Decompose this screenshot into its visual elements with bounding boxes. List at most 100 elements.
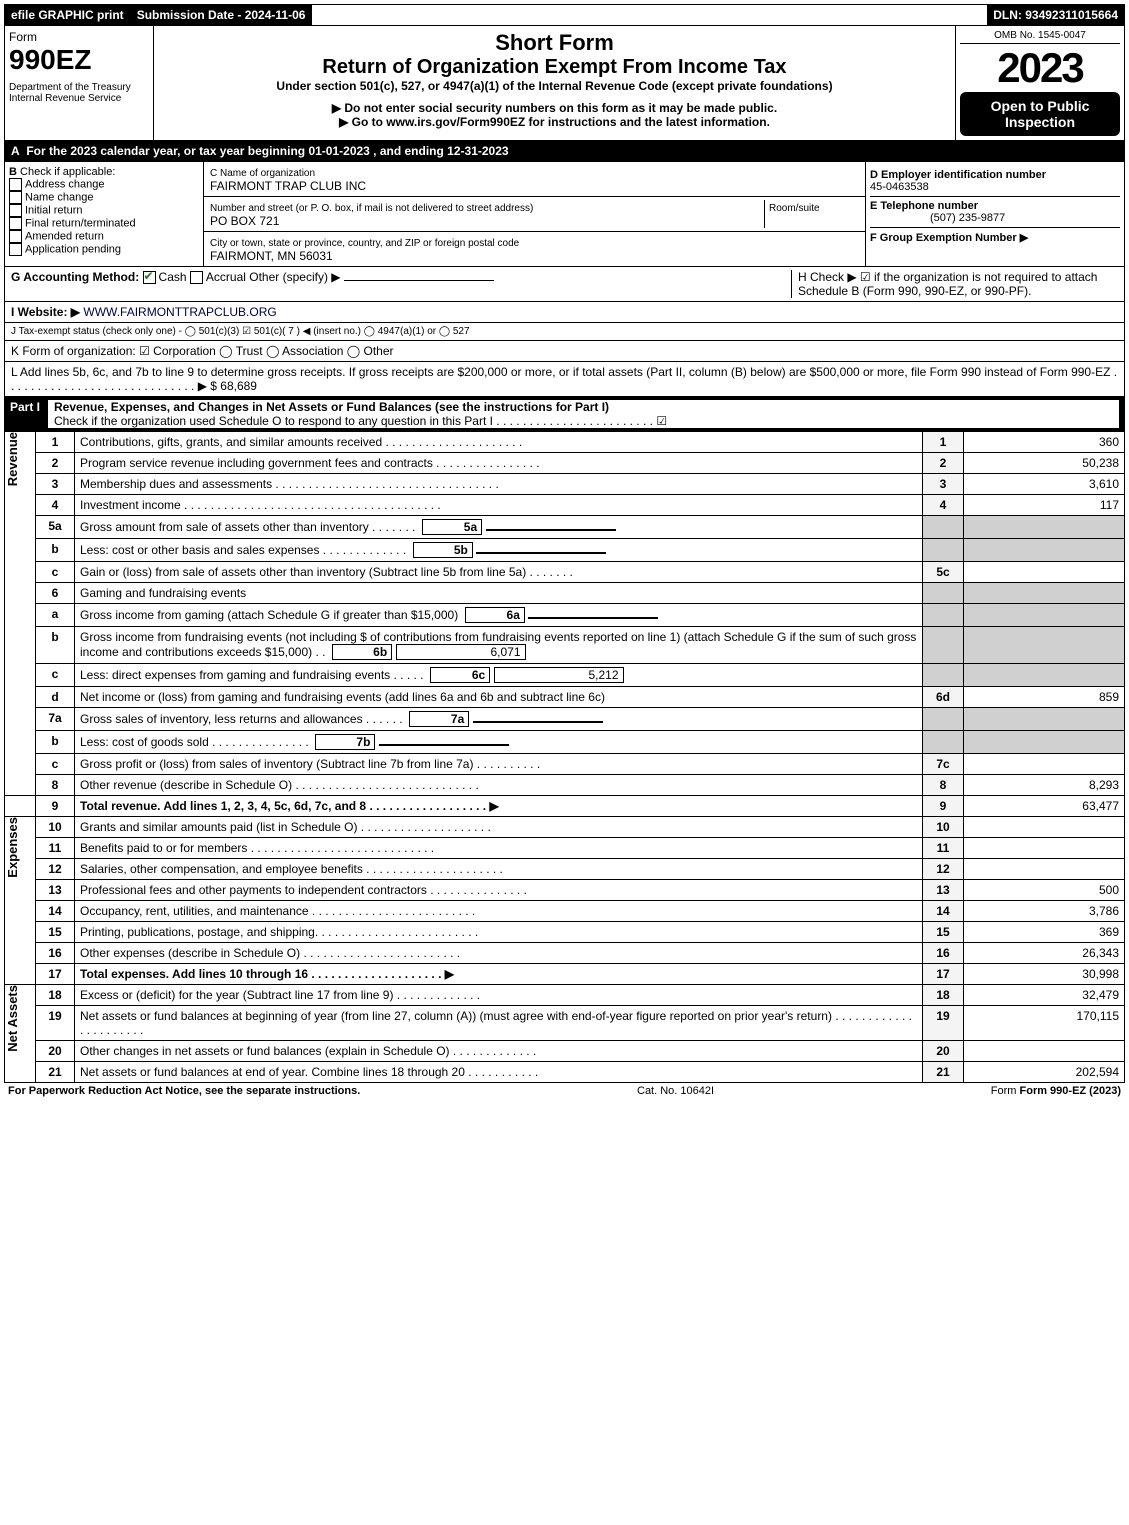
part1-desc: Revenue, Expenses, and Changes in Net As… bbox=[54, 400, 609, 414]
r16-d: Other expenses (describe in Schedule O) … bbox=[75, 943, 923, 964]
c-room-label: Room/suite bbox=[769, 203, 820, 214]
r5b-bv bbox=[476, 552, 606, 554]
department: Department of the Treasury Internal Reve… bbox=[9, 82, 149, 104]
section-gh: G Accounting Method: Cash Accrual Other … bbox=[4, 267, 1125, 302]
cb-final-return[interactable] bbox=[9, 217, 22, 230]
f-label: F Group Exemption Number ▶ bbox=[870, 232, 1028, 244]
g-accrual: Accrual bbox=[206, 270, 246, 284]
section-a-text: For the 2023 calendar year, or tax year … bbox=[26, 144, 508, 158]
r14-d: Occupancy, rent, utilities, and maintena… bbox=[75, 901, 923, 922]
section-j: J Tax-exempt status (check only one) - ◯… bbox=[4, 323, 1125, 341]
r2-rn: 2 bbox=[923, 453, 964, 474]
form-header: Form 990EZ Department of the Treasury In… bbox=[4, 26, 1125, 141]
r6b-d: Gross income from fundraising events (no… bbox=[75, 627, 923, 664]
r21-a: 202,594 bbox=[964, 1062, 1125, 1083]
website-link[interactable]: WWW.FAIRMONTTRAPCLUB.ORG bbox=[83, 305, 276, 319]
r5b-box: 5b bbox=[413, 542, 473, 558]
r9-d: Total revenue. Add lines 1, 2, 3, 4, 5c,… bbox=[75, 796, 923, 817]
org-city: FAIRMONT, MN 56031 bbox=[210, 249, 333, 263]
section-h: H Check ▶ ☑ if the organization is not r… bbox=[791, 270, 1118, 298]
r6b-box: 6b bbox=[332, 644, 392, 660]
r6b-bv: 6,071 bbox=[396, 644, 526, 660]
r12-a bbox=[964, 859, 1125, 880]
b-item-3: Final return/terminated bbox=[25, 217, 136, 229]
r7a-d: Gross sales of inventory, less returns a… bbox=[75, 708, 923, 731]
r6-a bbox=[964, 583, 1125, 604]
cb-application-pending[interactable] bbox=[9, 243, 22, 256]
r8-a: 8,293 bbox=[964, 775, 1125, 796]
c-street-label: Number and street (or P. O. box, if mail… bbox=[210, 203, 533, 214]
r15-d: Printing, publications, postage, and shi… bbox=[75, 922, 923, 943]
phone: (507) 235-9877 bbox=[870, 212, 1005, 224]
r11-d: Benefits paid to or for members . . . . … bbox=[75, 838, 923, 859]
goto-note[interactable]: ▶ Go to www.irs.gov/Form990EZ for instru… bbox=[158, 115, 951, 129]
r3-a: 3,610 bbox=[964, 474, 1125, 495]
r18-n: 18 bbox=[36, 985, 75, 1006]
cb-amended-return[interactable] bbox=[9, 230, 22, 243]
cb-name-change[interactable] bbox=[9, 191, 22, 204]
r8-rn: 8 bbox=[923, 775, 964, 796]
inspection-badge: Open to Public Inspection bbox=[960, 92, 1120, 136]
r6c-box: 6c bbox=[430, 667, 490, 683]
r7c-rn: 7c bbox=[923, 754, 964, 775]
r5b-d: Less: cost or other basis and sales expe… bbox=[75, 539, 923, 562]
r6a-rn bbox=[923, 604, 964, 627]
r6b-rn bbox=[923, 627, 964, 664]
cb-initial-return[interactable] bbox=[9, 204, 22, 217]
b-item-4: Amended return bbox=[25, 230, 104, 242]
r21-n: 21 bbox=[36, 1062, 75, 1083]
r7a-n: 7a bbox=[36, 708, 75, 731]
r17-a: 30,998 bbox=[964, 964, 1125, 985]
r10-n: 10 bbox=[36, 817, 75, 838]
netassets-label: Net Assets bbox=[5, 985, 20, 1052]
r5a-box: 5a bbox=[422, 519, 482, 535]
r9-a: 63,477 bbox=[964, 796, 1125, 817]
r4-a: 117 bbox=[964, 495, 1125, 516]
r5c-a bbox=[964, 562, 1125, 583]
r20-d: Other changes in net assets or fund bala… bbox=[75, 1041, 923, 1062]
r6d-d: Net income or (loss) from gaming and fun… bbox=[75, 687, 923, 708]
page-footer: For Paperwork Reduction Act Notice, see … bbox=[4, 1083, 1125, 1099]
b-item-1: Name change bbox=[25, 191, 94, 203]
r1-n: 1 bbox=[36, 432, 75, 453]
g-cash: Cash bbox=[159, 270, 187, 284]
r4-rn: 4 bbox=[923, 495, 964, 516]
section-k: K Form of organization: ☑ Corporation ◯ … bbox=[4, 341, 1125, 362]
r19-n: 19 bbox=[36, 1006, 75, 1041]
r6-n: 6 bbox=[36, 583, 75, 604]
r1-rn: 1 bbox=[923, 432, 964, 453]
efile-label[interactable]: efile GRAPHIC print bbox=[5, 5, 131, 25]
r13-n: 13 bbox=[36, 880, 75, 901]
r7b-d: Less: cost of goods sold . . . . . . . .… bbox=[75, 731, 923, 754]
subtitle: Under section 501(c), 527, or 4947(a)(1)… bbox=[158, 79, 951, 93]
r2-a: 50,238 bbox=[964, 453, 1125, 474]
r9-rn: 9 bbox=[923, 796, 964, 817]
r12-d: Salaries, other compensation, and employ… bbox=[75, 859, 923, 880]
r7b-a bbox=[964, 731, 1125, 754]
r6a-bv bbox=[528, 617, 658, 619]
r3-d: Membership dues and assessments . . . . … bbox=[75, 474, 923, 495]
cb-accrual[interactable] bbox=[190, 271, 203, 284]
r5b-a bbox=[964, 539, 1125, 562]
expenses-label: Expenses bbox=[5, 817, 20, 878]
i-label: I Website: ▶ bbox=[11, 305, 80, 319]
r15-a: 369 bbox=[964, 922, 1125, 943]
r5c-n: c bbox=[36, 562, 75, 583]
r19-d: Net assets or fund balances at beginning… bbox=[75, 1006, 923, 1041]
cb-cash[interactable] bbox=[143, 271, 156, 284]
part1-table: Revenue 1Contributions, gifts, grants, a… bbox=[4, 431, 1125, 1083]
r7b-rn bbox=[923, 731, 964, 754]
b-item-2: Initial return bbox=[25, 204, 82, 216]
r13-a: 500 bbox=[964, 880, 1125, 901]
r5a-d: Gross amount from sale of assets other t… bbox=[75, 516, 923, 539]
cb-address-change[interactable] bbox=[9, 178, 22, 191]
r20-n: 20 bbox=[36, 1041, 75, 1062]
r12-rn: 12 bbox=[923, 859, 964, 880]
r6d-a: 859 bbox=[964, 687, 1125, 708]
r1-a: 360 bbox=[964, 432, 1125, 453]
r17-d: Total expenses. Add lines 10 through 16 … bbox=[75, 964, 923, 985]
r14-n: 14 bbox=[36, 901, 75, 922]
r6d-rn: 6d bbox=[923, 687, 964, 708]
r21-d: Net assets or fund balances at end of ye… bbox=[75, 1062, 923, 1083]
r5c-d: Gain or (loss) from sale of assets other… bbox=[75, 562, 923, 583]
